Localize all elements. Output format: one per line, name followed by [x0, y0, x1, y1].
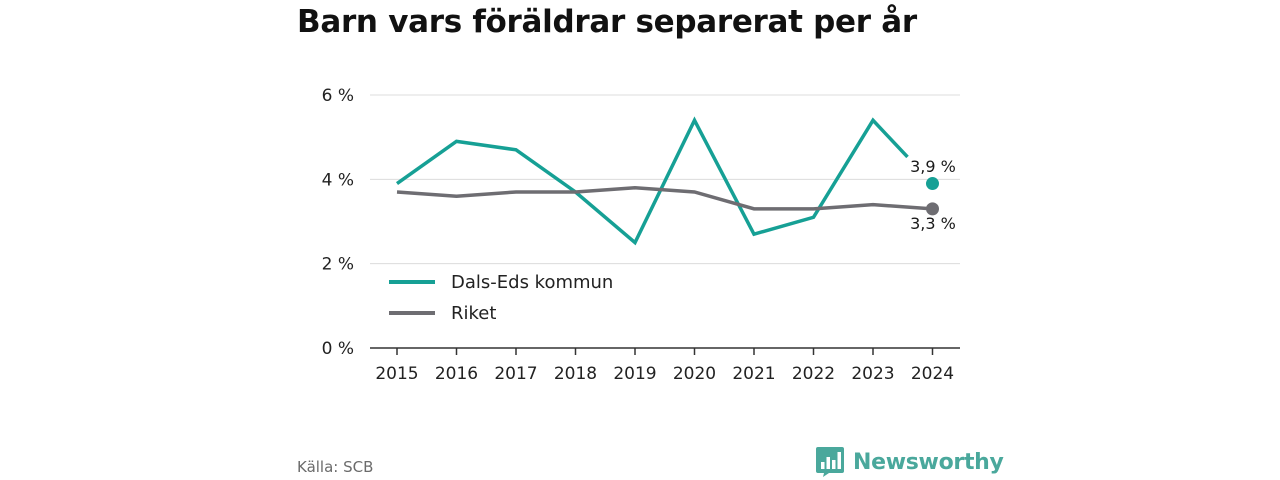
x-tick-label: 2024 [911, 364, 954, 384]
bar-chart-speech-bubble-icon [816, 447, 844, 477]
brand-name: Newsworthy [853, 449, 1004, 475]
x-tick-label: 2015 [375, 364, 418, 384]
end-label-riket: 3,3 % [910, 214, 956, 233]
x-tick-label: 2022 [792, 364, 835, 384]
brand-logo: Newsworthy [815, 446, 1004, 478]
x-tick-label: 2023 [851, 364, 894, 384]
x-tick-label: 2019 [613, 364, 656, 384]
source-note: Källa: SCB [297, 458, 374, 476]
x-tick-label: 2020 [673, 364, 716, 384]
series-line-dals-eds-kommun [395, 116, 909, 246]
y-tick-label: 6 % [322, 86, 354, 106]
legend-label: Riket [451, 303, 496, 324]
y-tick-label: 0 % [322, 339, 354, 359]
legend-label: Dals-Eds kommun [451, 272, 613, 293]
x-tick-label: 2017 [494, 364, 537, 384]
y-tick-label: 4 % [322, 170, 354, 190]
x-tick-label: 2021 [732, 364, 775, 384]
series-end-marker-riket [926, 202, 939, 216]
y-tick-label: 2 % [322, 255, 354, 275]
series-end-marker-dals-eds-kommun [926, 177, 939, 191]
chart-title: Barn vars föräldrar separerat per år [297, 4, 917, 40]
x-tick-label: 2018 [554, 364, 597, 384]
end-label-dals-eds: 3,9 % [910, 157, 956, 176]
x-tick-label: 2016 [435, 364, 478, 384]
series-line-riket [396, 186, 933, 211]
